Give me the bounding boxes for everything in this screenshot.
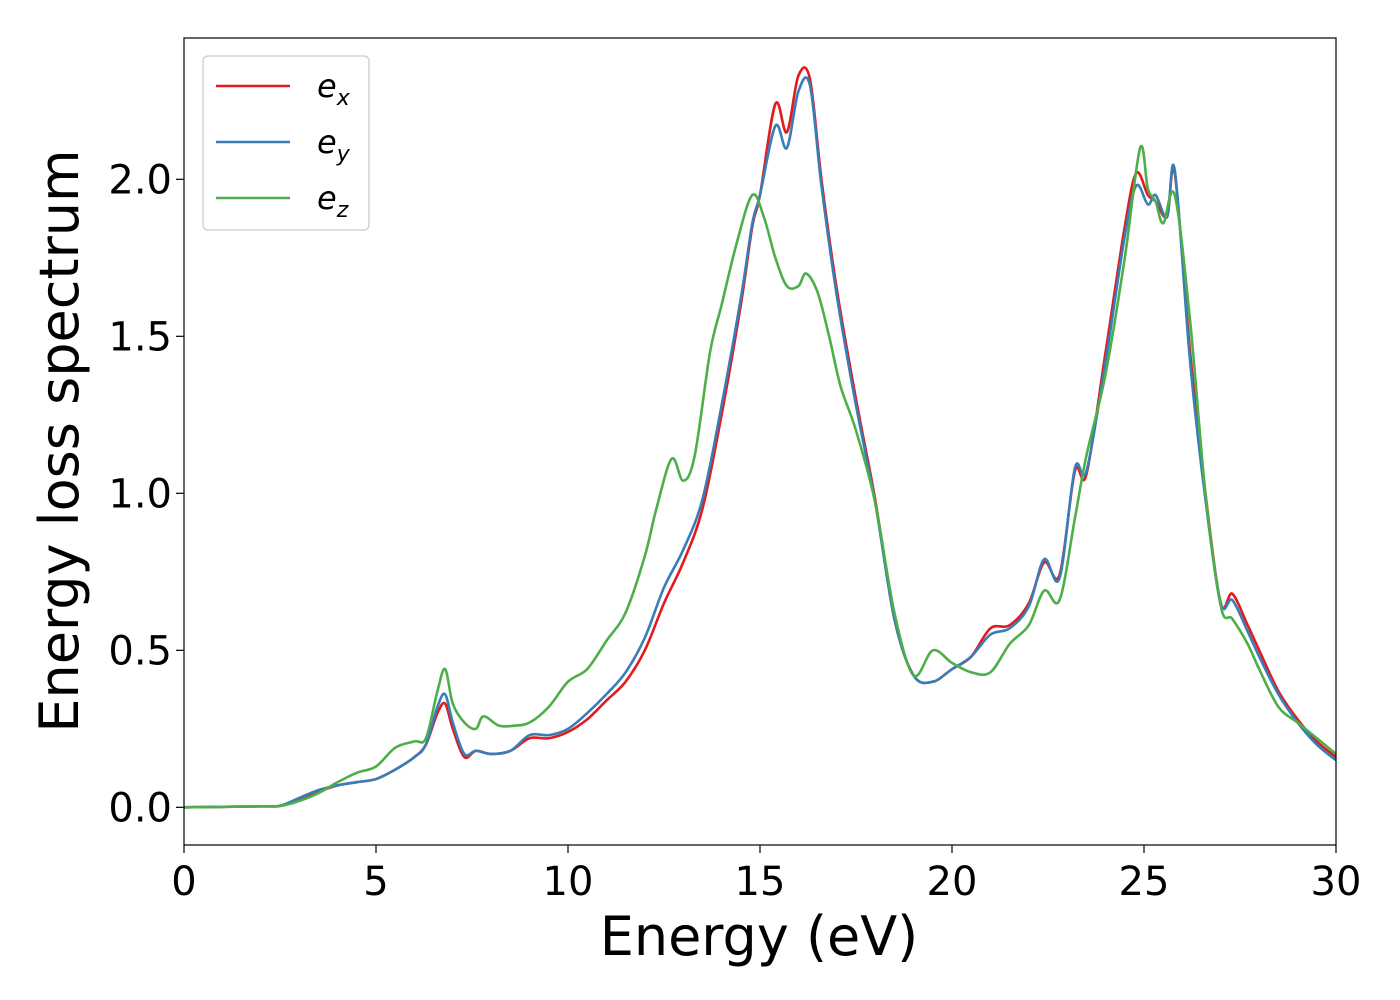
x-tick-label: 20	[927, 859, 978, 905]
legend-label-ez: ez	[317, 179, 349, 223]
y-axis-ticks: 0.0 0.5 1.0 1.5 2.0	[108, 157, 184, 831]
y-tick-label: 0.0	[108, 785, 172, 831]
plot-frame	[183, 37, 1337, 846]
y-tick-label: 1.0	[108, 471, 172, 517]
x-axis-label: Energy (eV)	[600, 905, 919, 968]
x-tick-label: 25	[1119, 859, 1170, 905]
x-tick-label: 0	[171, 859, 196, 905]
y-tick-label: 2.0	[108, 157, 172, 203]
series-layer	[184, 66, 1336, 809]
x-tick-label: 15	[735, 859, 786, 905]
x-tick-label: 10	[543, 859, 594, 905]
x-tick-label: 30	[1311, 859, 1362, 905]
x-tick-label: 5	[363, 859, 388, 905]
y-tick-label: 0.5	[108, 628, 172, 674]
legend-label-ex: ex	[317, 67, 351, 111]
y-axis-label: Energy loss spectrum	[28, 149, 91, 732]
y-tick-label: 1.5	[108, 314, 172, 360]
x-axis-ticks: 0 5 10 15 20 25 30	[171, 845, 1361, 905]
legend-label-ey: ey	[317, 123, 351, 167]
legend: ex ey ez	[202, 55, 370, 231]
series-line-ez	[184, 144, 1336, 809]
